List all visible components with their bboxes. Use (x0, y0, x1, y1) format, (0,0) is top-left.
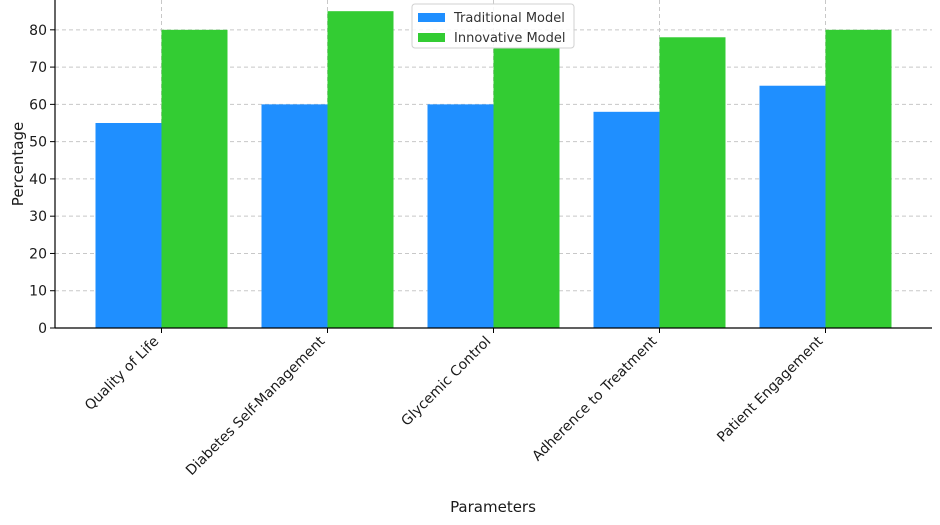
bar-innovative-0 (161, 29, 228, 329)
y-tick-label: 0 (38, 321, 47, 337)
bar-traditional-0 (95, 123, 162, 328)
y-tick-label: 10 (29, 284, 47, 300)
bar-innovative-4 (825, 29, 892, 329)
y-tick-label: 40 (29, 172, 47, 188)
y-tick-label: 70 (29, 60, 47, 76)
x-tick-label: Quality of Life (82, 334, 162, 414)
bar-traditional-4 (759, 85, 826, 329)
y-tick-label: 30 (29, 209, 47, 225)
bar-innovative-2 (493, 48, 560, 329)
legend-label: Innovative Model (454, 31, 566, 46)
y-tick-labels: 0 10 20 30 40 50 60 70 80 (29, 23, 55, 337)
y-tick-label: 50 (29, 135, 47, 151)
legend-box (411, 3, 575, 49)
x-axis-label: Parameters (450, 498, 536, 516)
bar-innovative-1 (327, 11, 394, 328)
bar-traditional-3 (593, 111, 660, 329)
x-tick-labels: Quality of Life Diabetes Self-Management G… (82, 328, 827, 479)
legend-label: Traditional Model (453, 11, 565, 26)
bar-traditional-1 (261, 104, 328, 328)
legend-swatch-innovative (418, 33, 445, 42)
bars (95, 11, 892, 329)
x-tick-label: Glycemic Control (398, 334, 494, 430)
x-tick-label: Diabetes Self-Management (183, 333, 329, 479)
bar-traditional-2 (427, 104, 494, 328)
x-tick-label: Adherence to Treatment (529, 333, 660, 464)
y-tick-label: 20 (29, 246, 47, 262)
bar-innovative-3 (659, 37, 726, 328)
x-tick-label: Patient Engagement (714, 333, 826, 445)
legend-swatch-traditional (418, 13, 445, 22)
y-tick-label: 60 (29, 97, 47, 113)
legend: Traditional Model Innovative Model (411, 3, 575, 49)
y-axis-label: Percentage (9, 122, 27, 206)
y-tick-label: 80 (29, 23, 47, 39)
